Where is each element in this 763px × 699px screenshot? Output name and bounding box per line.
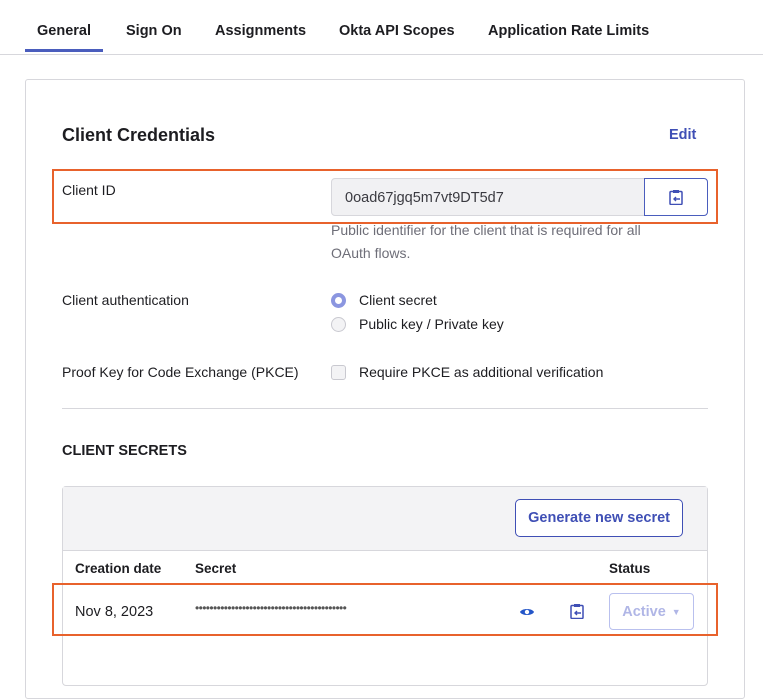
eye-icon[interactable] (519, 606, 535, 618)
highlight-client-id (52, 169, 718, 224)
tab-bar: General Sign On Assignments Okta API Sco… (0, 0, 763, 55)
radio-public-private-key[interactable]: Public key / Private key (331, 316, 504, 332)
radio-label: Client secret (359, 292, 437, 308)
client-secrets-table: Generate new secret Creation date Secret… (62, 486, 708, 686)
radio-unselected-icon (331, 316, 346, 332)
status-dropdown[interactable]: Active ▼ (609, 593, 694, 630)
client-id-help: Public identifier for the client that is… (331, 222, 641, 261)
column-secret: Secret (195, 561, 237, 576)
client-id-label: Client ID (62, 182, 116, 198)
client-secrets-title: CLIENT SECRETS (62, 443, 187, 459)
generate-new-secret-button[interactable]: Generate new secret (515, 499, 683, 537)
clipboard-icon[interactable] (570, 603, 584, 619)
client-credentials-title: Client Credentials (62, 125, 216, 145)
tab-general[interactable]: General (25, 23, 103, 52)
copy-client-id-button[interactable] (644, 178, 708, 216)
status-value: Active (622, 603, 666, 620)
column-status: Status (609, 561, 651, 576)
tab-okta-api-scopes[interactable]: Okta API Scopes (339, 23, 455, 39)
secret-creation-date: Nov 8, 2023 (75, 604, 154, 620)
radio-label: Public key / Private key (359, 316, 504, 332)
table-toolbar: Generate new secret (63, 487, 707, 551)
pkce-label: Proof Key for Code Exchange (PKCE) (62, 364, 299, 380)
tab-assignments[interactable]: Assignments (215, 23, 307, 39)
pkce-checkbox[interactable]: Require PKCE as additional verification (331, 364, 603, 380)
clipboard-icon (669, 190, 683, 205)
client-id-field[interactable]: 0oad67jgq5m7vt9DT5d7 (331, 178, 645, 216)
client-authentication-label: Client authentication (62, 292, 189, 308)
checkbox-label: Require PKCE as additional verification (359, 364, 604, 380)
radio-client-secret[interactable]: Client secret (331, 292, 437, 308)
divider (62, 408, 708, 409)
edit-link[interactable]: Edit (669, 127, 697, 143)
chevron-down-icon: ▼ (671, 606, 681, 617)
column-creation-date: Creation date (75, 561, 162, 576)
tab-application-rate-limits[interactable]: Application Rate Limits (488, 23, 650, 39)
radio-selected-icon (331, 292, 346, 308)
secret-value: ••••••••••••••••••••••••••••••••••••••••… (195, 601, 347, 615)
tab-sign-on[interactable]: Sign On (126, 23, 182, 39)
checkbox-icon (331, 364, 346, 380)
highlight-secret-row (52, 583, 718, 636)
